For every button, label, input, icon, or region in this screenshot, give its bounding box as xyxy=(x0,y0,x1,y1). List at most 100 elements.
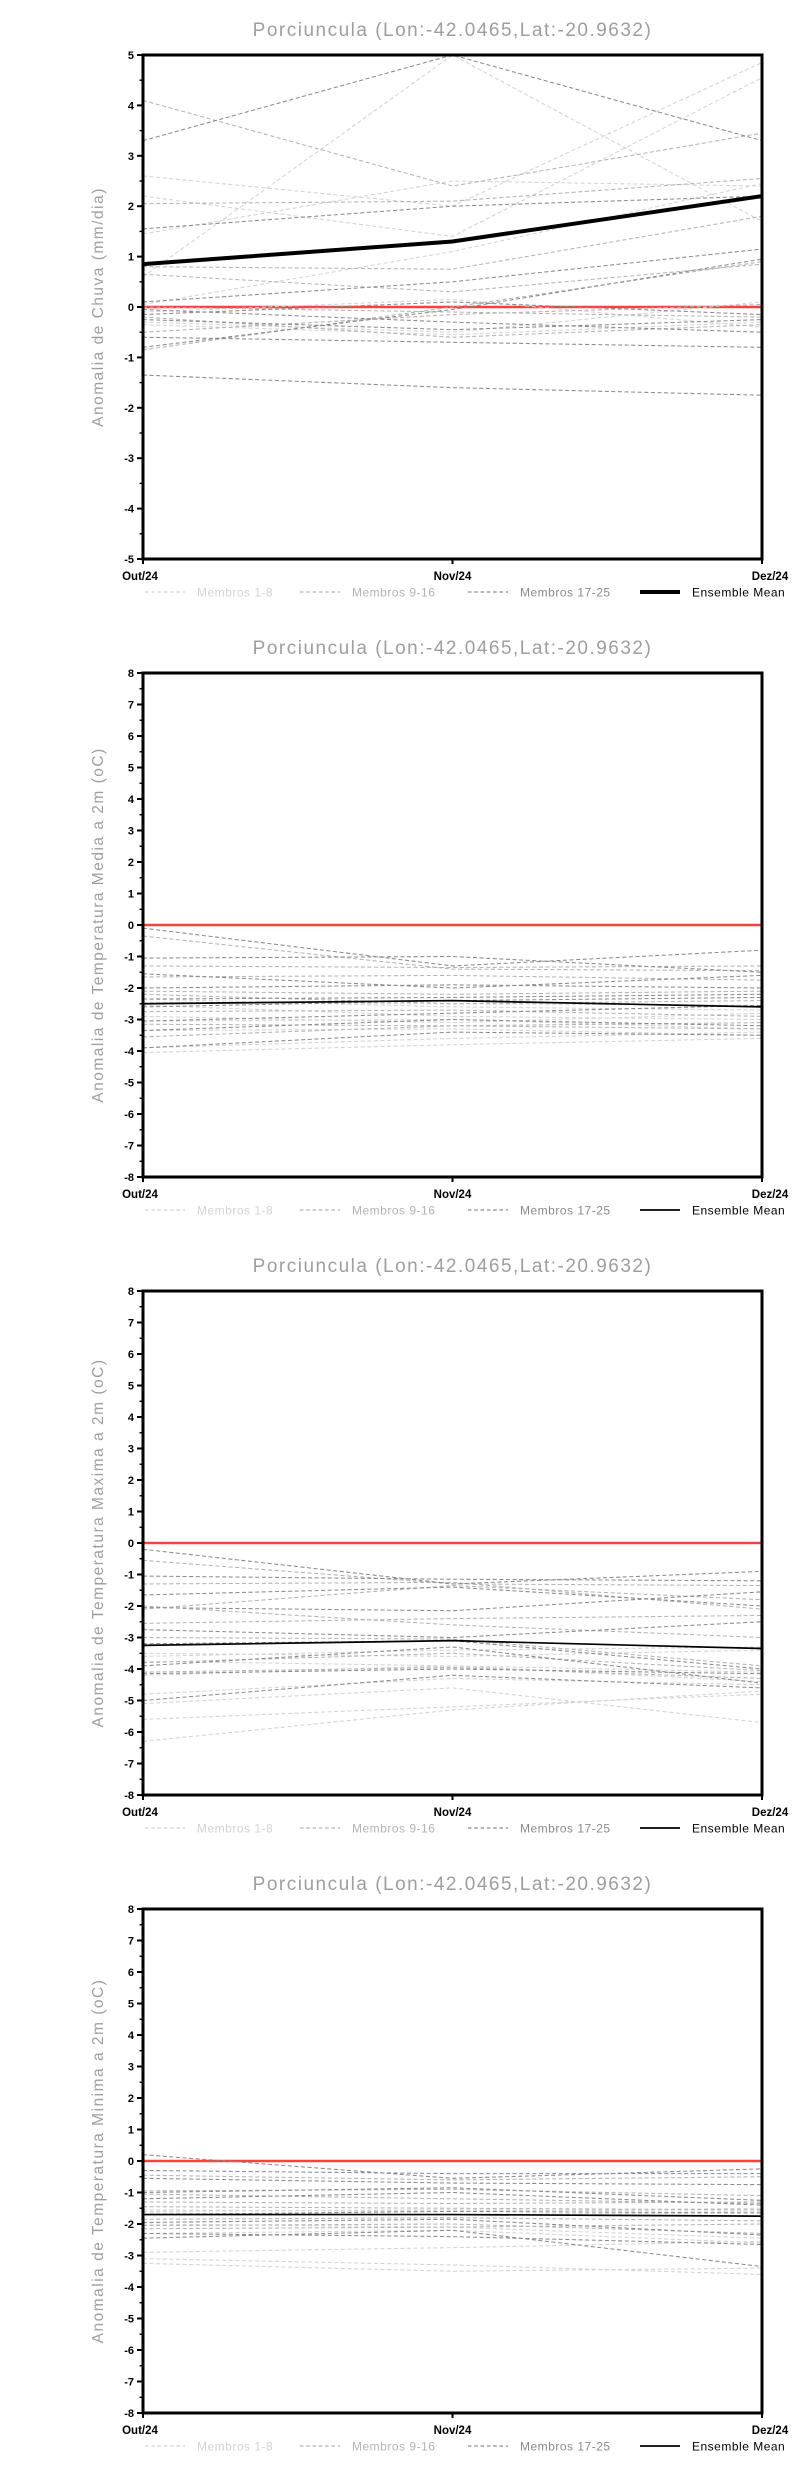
x-tick-label: Dez/24 xyxy=(752,571,789,583)
y-tick-label: 4 xyxy=(128,2030,135,2042)
member-line xyxy=(143,99,762,187)
x-tick-label: Dez/24 xyxy=(752,1189,789,1201)
member-line xyxy=(143,1674,762,1702)
y-axis-title: Anomalia de Temperatura Media a 2m (oC) xyxy=(90,747,107,1102)
y-tick-label: -7 xyxy=(124,1759,134,1771)
y-tick-label: -6 xyxy=(124,1109,134,1121)
x-tick-label: Out/24 xyxy=(122,571,158,583)
y-tick-label: 6 xyxy=(128,1967,134,1979)
legend-label: Ensemble Mean xyxy=(692,1204,785,1218)
member-line xyxy=(143,993,762,1000)
member-line xyxy=(143,261,762,351)
member-line xyxy=(143,2240,762,2253)
y-tick-label: 3 xyxy=(128,2062,134,2074)
y-tick-label: 0 xyxy=(128,302,134,314)
y-tick-label: 5 xyxy=(128,1999,134,2011)
y-tick-label: -2 xyxy=(124,403,134,415)
member-line xyxy=(143,336,762,348)
member-line xyxy=(143,2262,762,2272)
member-line xyxy=(143,955,762,973)
y-tick-label: -5 xyxy=(124,1696,134,1708)
y-axis-title: Anomalia de Temperatura Maxima a 2m (oC) xyxy=(90,1359,107,1728)
y-tick-label: -6 xyxy=(124,2345,134,2357)
y-tick-label: 5 xyxy=(128,1381,134,1393)
member-line xyxy=(143,1012,762,1024)
member-line xyxy=(143,974,762,981)
y-tick-label: -2 xyxy=(124,2219,134,2231)
min-temp-anomaly-chart: Porciuncula (Lon:-42.0465,Lat:-20.9632) A… xyxy=(0,1854,800,2472)
y-tick-label: -6 xyxy=(124,1727,134,1739)
y-tick-label: 7 xyxy=(128,1936,134,1948)
member-line xyxy=(143,1031,762,1049)
member-line xyxy=(143,990,762,995)
member-line xyxy=(143,1677,762,1695)
member-line xyxy=(143,1009,762,1017)
y-tick-label: -7 xyxy=(124,1141,134,1153)
y-tick-label: -2 xyxy=(124,1601,134,1613)
member-line xyxy=(143,1025,762,1038)
member-line xyxy=(143,1690,762,1742)
member-line xyxy=(143,55,762,142)
y-tick-label: -5 xyxy=(124,2314,134,2326)
y-tick-label: -1 xyxy=(124,2188,134,2200)
member-line xyxy=(143,2201,762,2205)
y-tick-label: -5 xyxy=(124,1078,134,1090)
member-line xyxy=(143,993,762,1005)
y-tick-label: 2 xyxy=(128,2093,134,2105)
member-line xyxy=(143,1621,762,1639)
member-line xyxy=(143,1548,762,1585)
chart-canvas: Porciuncula (Lon:-42.0465,Lat:-20.9632) A… xyxy=(90,638,789,1218)
legend-label: Membros 9-16 xyxy=(352,586,435,600)
member-line xyxy=(143,996,762,1008)
ensemble-mean-line xyxy=(143,999,762,1008)
precip-anomaly-chart: Porciuncula (Lon:-42.0465,Lat:-20.9632) A… xyxy=(0,0,800,618)
x-tick-label: Dez/24 xyxy=(752,2425,789,2437)
member-line xyxy=(143,180,762,235)
ensemble-mean-line xyxy=(143,1639,762,1650)
member-line xyxy=(143,935,762,972)
member-line xyxy=(143,2193,762,2205)
member-line xyxy=(143,1028,762,1036)
x-tick-label: Nov/24 xyxy=(434,1807,472,1819)
member-line xyxy=(143,2187,762,2201)
plot-frame xyxy=(141,1289,764,1797)
x-tick-label: Nov/24 xyxy=(434,2425,472,2437)
y-tick-label: -1 xyxy=(124,1570,134,1582)
member-line xyxy=(143,319,762,331)
y-tick-label: 4 xyxy=(128,794,135,806)
member-line xyxy=(143,1581,762,1610)
y-tick-label: 2 xyxy=(128,201,134,213)
member-line xyxy=(143,998,762,1011)
legend-label: Membros 17-25 xyxy=(520,2440,611,2454)
member-line xyxy=(143,1584,762,1610)
member-line xyxy=(143,263,762,293)
member-line xyxy=(143,1636,762,1667)
y-tick-label: 7 xyxy=(128,700,134,712)
member-line xyxy=(143,2229,762,2268)
member-line xyxy=(143,2188,762,2197)
chart-title: Porciuncula (Lon:-42.0465,Lat:-20.9632) xyxy=(253,1874,653,1895)
member-line xyxy=(143,2223,762,2239)
member-line xyxy=(143,973,762,989)
member-line xyxy=(143,1031,762,1049)
legend-label: Membros 17-25 xyxy=(520,1204,611,1218)
y-tick-label: 8 xyxy=(128,1286,134,1298)
member-line xyxy=(143,1037,762,1054)
member-line xyxy=(143,301,762,333)
y-tick-label: 1 xyxy=(128,252,134,264)
member-line xyxy=(143,1666,762,1679)
legend-label: Membros 1-8 xyxy=(197,2440,273,2454)
plot-frame xyxy=(141,671,764,1179)
member-line xyxy=(143,374,762,396)
member-line xyxy=(143,1018,762,1030)
y-tick-label: 0 xyxy=(128,920,134,932)
member-line xyxy=(143,1575,762,1582)
y-tick-label: -2 xyxy=(124,983,134,995)
member-line xyxy=(143,984,762,989)
member-line xyxy=(143,303,762,333)
x-tick-label: Nov/24 xyxy=(434,1189,472,1201)
y-tick-label: -1 xyxy=(124,952,134,964)
member-line xyxy=(143,2229,762,2244)
y-tick-label: -8 xyxy=(124,1172,134,1184)
y-tick-label: -3 xyxy=(124,2251,134,2263)
